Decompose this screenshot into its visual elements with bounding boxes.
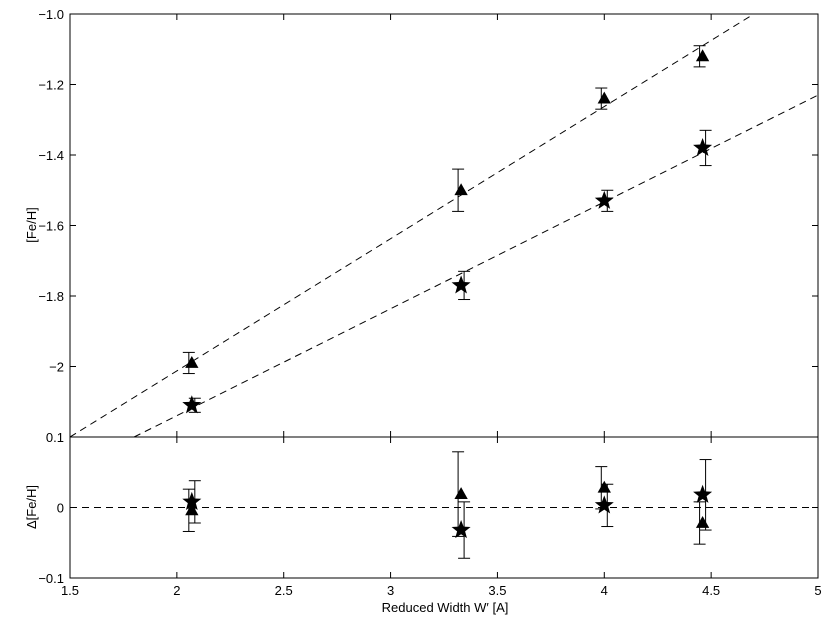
bottom-star-point bbox=[594, 495, 614, 514]
top-star-point bbox=[451, 275, 471, 294]
top-star-point bbox=[182, 395, 202, 414]
bottom-panel: 1.5 2 2.5 3 3.5 4 4.5 5 −0.1 0 0.1 bbox=[38, 430, 821, 598]
bottom-y-tick-label: −0.1 bbox=[38, 571, 64, 586]
bottom-triangle-point bbox=[695, 516, 710, 528]
top-y-tick-label: −1.2 bbox=[38, 78, 64, 93]
top-triangle-point bbox=[185, 355, 199, 368]
top-y-axis-label: [Fe/H] bbox=[24, 207, 39, 242]
top-fit-line-star bbox=[133, 94, 818, 437]
bottom-triangle-point bbox=[454, 487, 468, 500]
top-triangle-point bbox=[597, 91, 611, 104]
bottom-star-point bbox=[451, 520, 471, 539]
top-fit-line-triangle bbox=[70, 14, 755, 437]
bottom-triangle-point bbox=[597, 480, 611, 493]
bottom-y-tick-label: 0.1 bbox=[46, 430, 64, 445]
top-axes-frame bbox=[69, 13, 819, 438]
top-y-tick-label: −1.0 bbox=[38, 7, 64, 22]
x-axis-label: Reduced Width W′ [A] bbox=[382, 600, 509, 615]
top-star-point bbox=[693, 137, 713, 157]
x-tick-label: 5 bbox=[814, 583, 821, 598]
bottom-y-axis-label: Δ[Fe/H] bbox=[24, 485, 39, 529]
top-y-tick-label: −1.6 bbox=[38, 219, 64, 234]
top-panel: −2 −1.8 −1.6 −1.4 −1.2 −1.0 bbox=[38, 7, 819, 438]
top-triangle-point bbox=[695, 49, 710, 62]
x-tick-label: 2.5 bbox=[275, 583, 293, 598]
x-tick-label: 2 bbox=[173, 583, 180, 598]
bottom-star-point bbox=[182, 491, 202, 510]
bottom-star-point bbox=[693, 484, 713, 503]
top-y-tick-label: −1.8 bbox=[38, 289, 64, 304]
x-tick-label: 3.5 bbox=[488, 583, 506, 598]
bottom-y-tick-label: 0 bbox=[57, 501, 64, 516]
top-triangle-point bbox=[454, 183, 468, 196]
x-tick-label: 1.5 bbox=[61, 583, 79, 598]
x-tick-label: 3 bbox=[387, 583, 394, 598]
x-tick-label: 4 bbox=[601, 583, 608, 598]
x-tick-label: 4.5 bbox=[702, 583, 720, 598]
top-y-tick-label: −2 bbox=[49, 360, 64, 375]
top-star-point bbox=[594, 190, 614, 209]
top-y-tick-label: −1.4 bbox=[38, 148, 64, 163]
